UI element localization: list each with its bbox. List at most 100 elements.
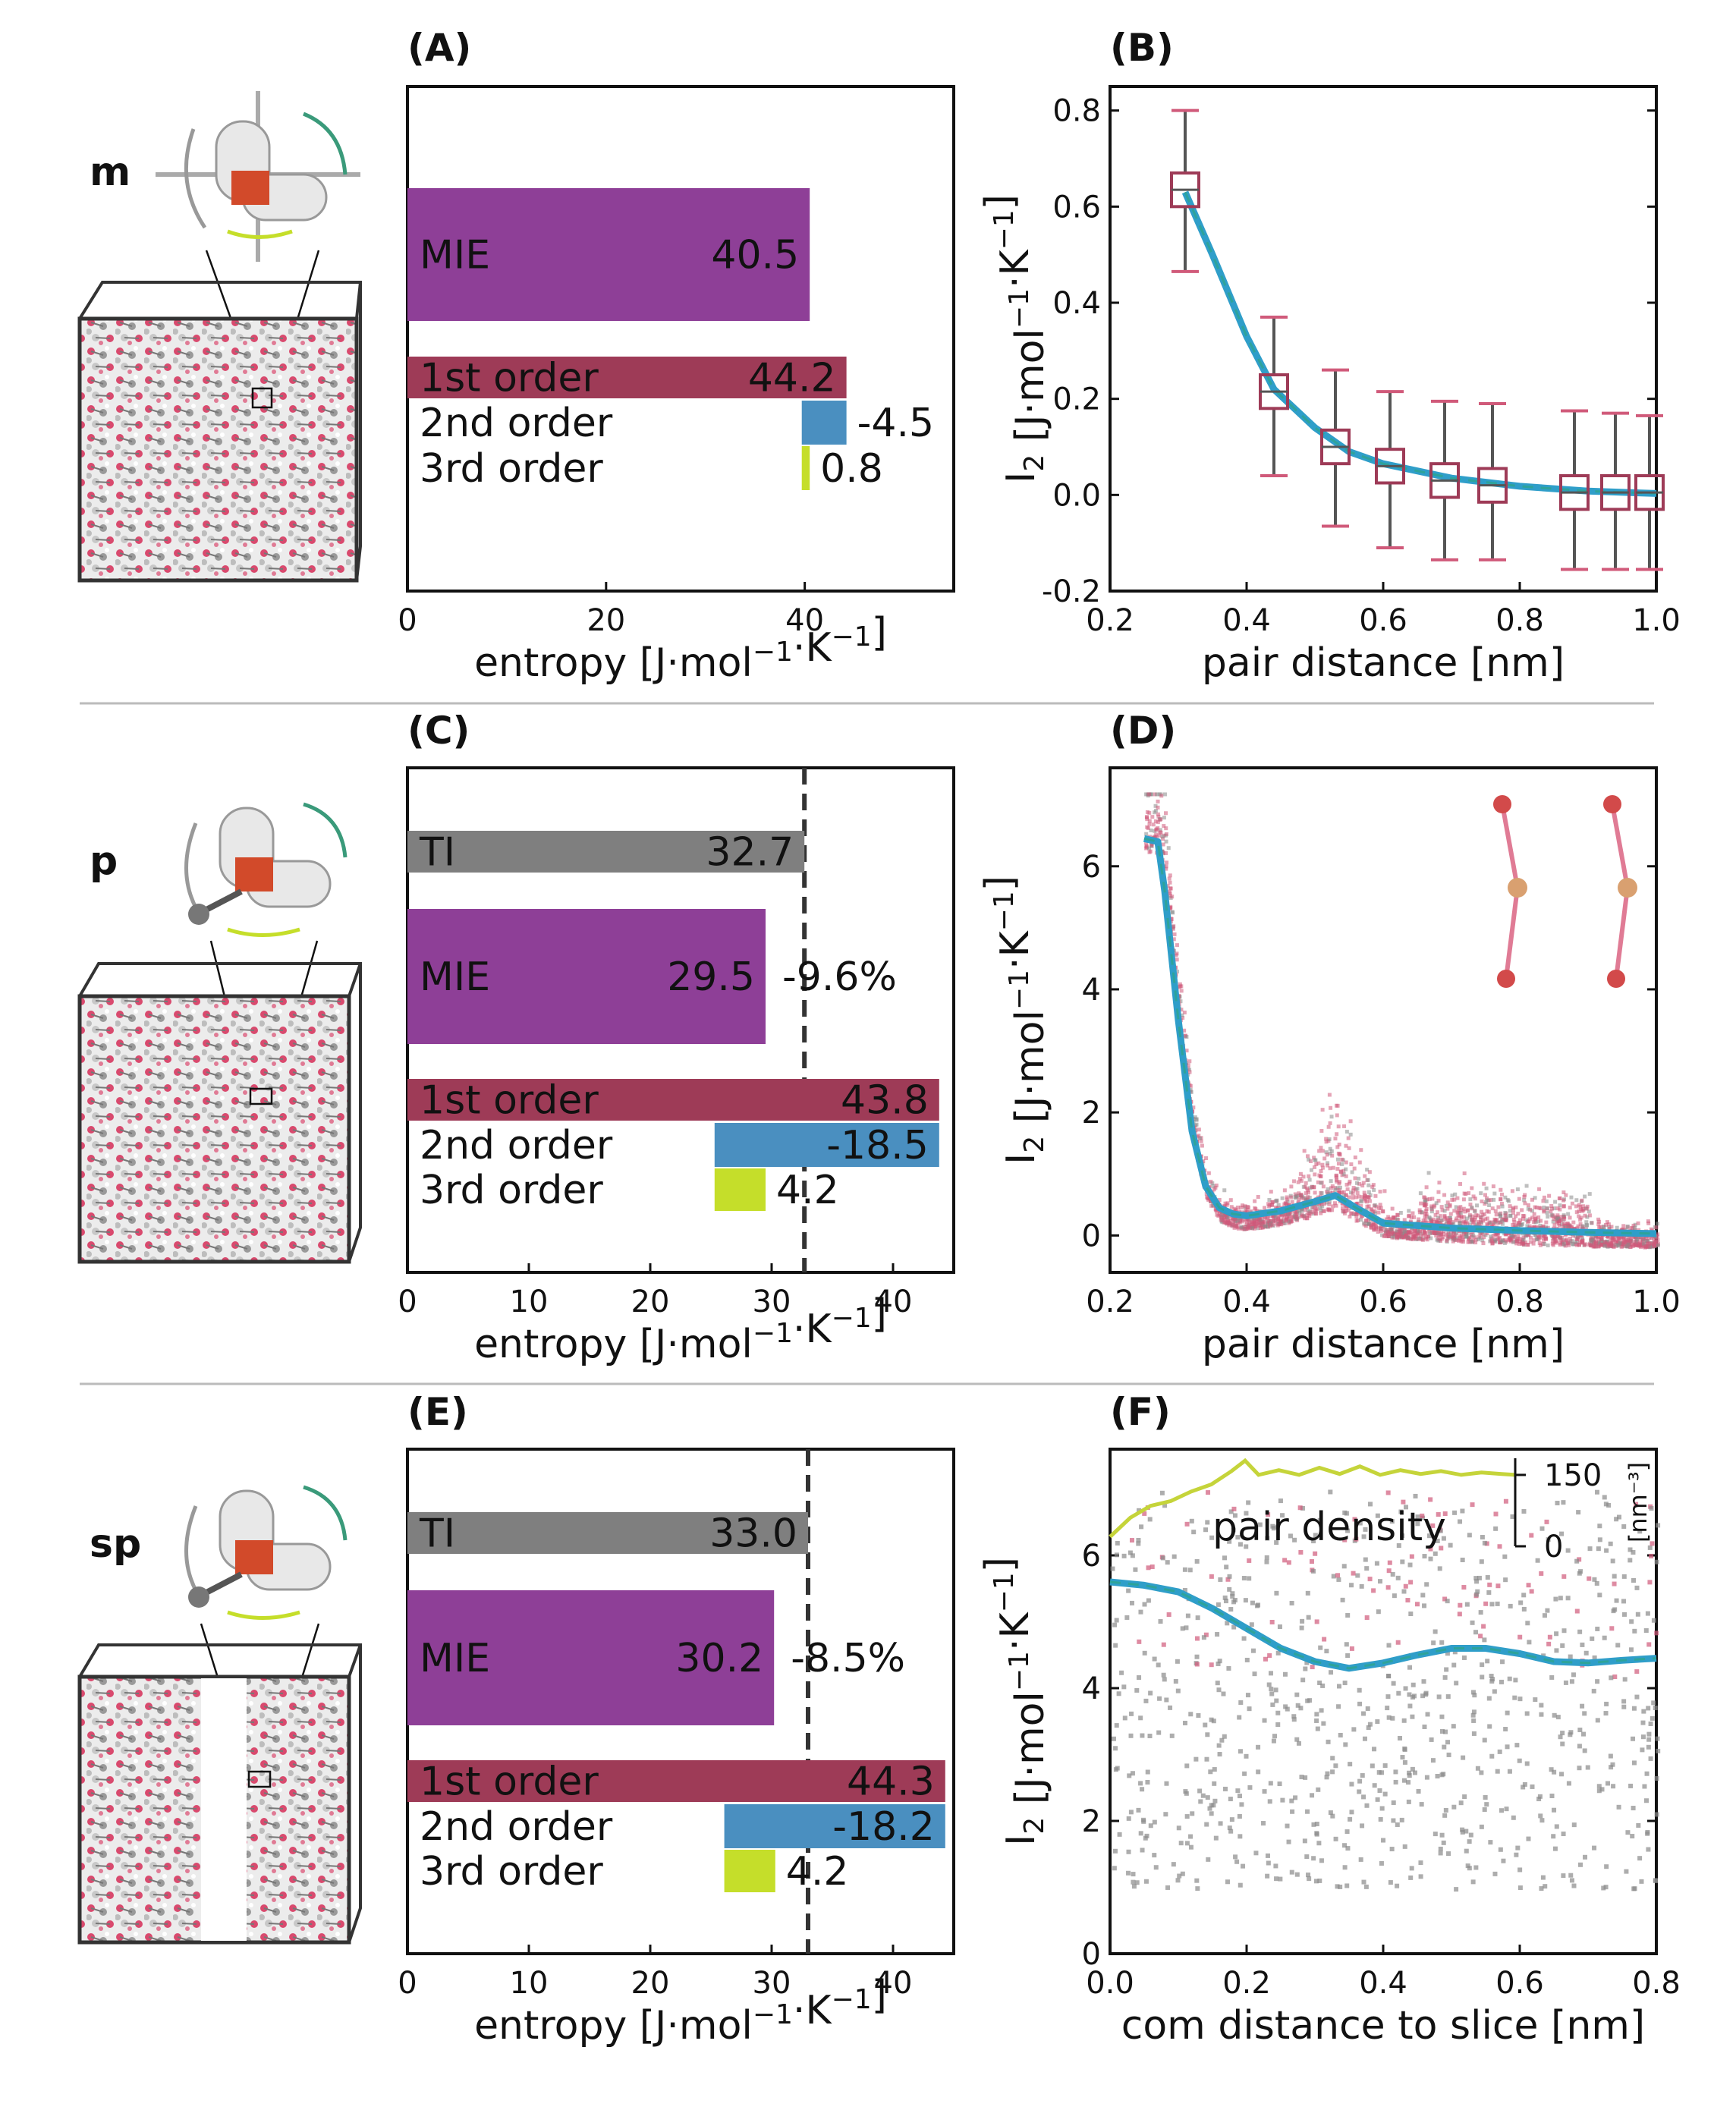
data-point — [1487, 1724, 1492, 1729]
data-point — [1482, 1807, 1487, 1813]
data-point — [1454, 1231, 1458, 1235]
data-point — [1461, 1206, 1466, 1211]
data-point — [1502, 1241, 1507, 1245]
data-point — [1642, 1784, 1647, 1789]
data-point — [1424, 1209, 1429, 1213]
data-point — [1327, 1200, 1332, 1204]
data-point — [1156, 820, 1160, 825]
data-point — [1398, 1231, 1403, 1236]
data-point — [1654, 1776, 1659, 1781]
data-point — [1256, 1224, 1261, 1228]
data-point — [1297, 1197, 1301, 1202]
data-point — [1127, 1773, 1132, 1778]
data-point — [1553, 1596, 1558, 1602]
data-point — [1317, 1878, 1322, 1883]
data-point — [1145, 810, 1149, 814]
data-point — [1484, 1802, 1489, 1807]
data-point — [1351, 1196, 1355, 1200]
data-point — [1306, 1188, 1310, 1193]
data-point — [1446, 1230, 1451, 1234]
data-point — [1373, 1203, 1377, 1207]
data-point — [1225, 1201, 1230, 1206]
data-point — [1153, 819, 1158, 823]
data-point — [1611, 1608, 1616, 1614]
data-point — [1355, 1573, 1360, 1578]
data-point — [1526, 1203, 1530, 1207]
data-point — [1161, 837, 1165, 841]
data-point — [1609, 1238, 1613, 1243]
data-point — [1241, 1203, 1245, 1208]
data-point — [1349, 1162, 1354, 1167]
data-point — [1541, 1225, 1546, 1229]
data-point — [1253, 1222, 1257, 1227]
data-point — [1304, 1854, 1310, 1860]
data-point — [1289, 1195, 1294, 1200]
data-point — [1238, 1834, 1243, 1839]
data-point — [1618, 1237, 1622, 1241]
data-point — [1283, 1219, 1288, 1223]
data-point — [1560, 1643, 1565, 1648]
data-point — [1616, 1244, 1621, 1248]
data-point — [1656, 1238, 1660, 1243]
data-point — [1504, 1807, 1509, 1812]
data-point — [1585, 1215, 1590, 1219]
data-point — [1365, 1168, 1370, 1172]
data-point — [1480, 1212, 1485, 1217]
data-point — [1182, 1028, 1187, 1033]
data-point — [1340, 1157, 1344, 1162]
data-point — [1458, 1237, 1462, 1242]
data-point — [1512, 1233, 1517, 1237]
data-point — [1493, 1511, 1499, 1517]
data-point — [1553, 1200, 1558, 1204]
data-point — [1480, 1231, 1485, 1236]
data-point — [1122, 1715, 1127, 1721]
data-point — [1203, 1632, 1209, 1637]
data-point — [1423, 1203, 1427, 1207]
data-point — [1560, 1731, 1565, 1736]
data-point — [1399, 1817, 1404, 1822]
data-point — [1194, 1118, 1199, 1122]
data-point — [1432, 1217, 1436, 1222]
data-point — [1481, 1241, 1486, 1246]
data-point — [1391, 1681, 1396, 1686]
data-point — [1191, 1105, 1196, 1110]
data-point — [1143, 1879, 1149, 1884]
data-point — [1164, 866, 1168, 871]
data-point — [1631, 1226, 1635, 1231]
data-point — [1549, 1209, 1553, 1214]
data-point — [1310, 1210, 1314, 1215]
data-point — [1492, 1871, 1498, 1876]
data-point — [1314, 1203, 1319, 1207]
data-point — [1637, 1856, 1643, 1861]
data-point — [1656, 1232, 1660, 1237]
data-point — [1543, 1234, 1548, 1239]
bond — [1500, 803, 1520, 888]
data-point — [1313, 1190, 1317, 1195]
bar-ti — [407, 831, 805, 873]
data-point — [1420, 1593, 1426, 1598]
data-point — [1410, 1235, 1415, 1240]
data-point — [1408, 1612, 1414, 1617]
data-point — [1552, 1807, 1557, 1813]
scatter-points — [1144, 792, 1660, 1250]
data-point — [1567, 1243, 1571, 1247]
data-point — [1460, 1829, 1465, 1835]
data-point — [1412, 1215, 1417, 1219]
data-point — [1527, 1219, 1531, 1224]
data-point — [1526, 1583, 1531, 1588]
data-point — [1480, 1535, 1485, 1540]
x-axis-label: entropy [J·mol−1·K−1] — [474, 610, 887, 686]
data-point — [1294, 1196, 1298, 1200]
data-point — [1128, 1733, 1134, 1738]
data-point — [1604, 1548, 1609, 1553]
data-point — [1222, 1220, 1227, 1225]
data-point — [1362, 1190, 1366, 1195]
data-point — [1609, 1244, 1614, 1248]
data-point — [1590, 1636, 1595, 1641]
data-point — [1396, 1690, 1401, 1696]
data-point — [1366, 1183, 1371, 1187]
data-point — [1344, 1160, 1348, 1165]
data-point — [1629, 1619, 1634, 1624]
data-point — [1285, 1216, 1289, 1221]
